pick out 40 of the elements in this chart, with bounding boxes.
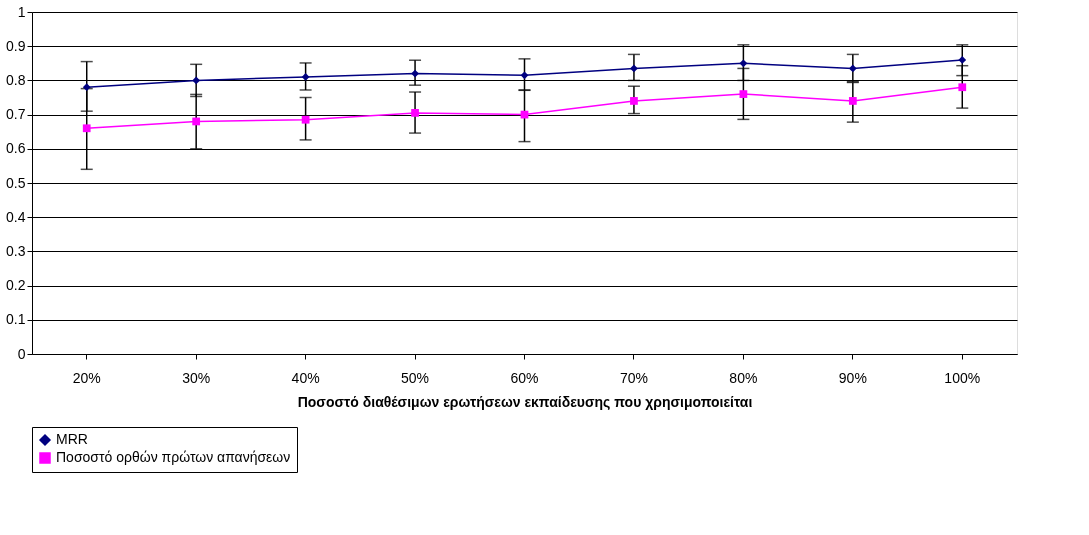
- y-tick-label: 0.6: [6, 140, 26, 157]
- point: [739, 90, 748, 98]
- y-tick-label: 0.2: [6, 277, 26, 294]
- y-tick-label: 0.8: [6, 71, 26, 88]
- y-tick-label: 1: [17, 3, 26, 20]
- x-tick-label: 80%: [729, 369, 758, 386]
- point: [848, 97, 857, 105]
- y-tick-label: 0.9: [6, 37, 26, 54]
- y-tick-label: 0.3: [6, 242, 26, 259]
- y-tick-label: 0.4: [6, 208, 26, 225]
- point: [630, 97, 638, 105]
- point: [848, 64, 857, 73]
- x-tick-label: 70%: [619, 369, 648, 386]
- y-tick-label: 0.5: [6, 174, 26, 191]
- point: [411, 69, 419, 78]
- point: [958, 83, 967, 92]
- point: [411, 109, 419, 117]
- x-tick-label: 50%: [401, 369, 430, 386]
- legend-label: Ποσοστό ορθών πρώτων απανήσεων: [56, 449, 291, 465]
- y-tick-label: 0.7: [6, 106, 26, 123]
- point: [630, 64, 638, 73]
- x-tick-label: 60%: [510, 369, 539, 386]
- x-tick-label: 30%: [182, 369, 211, 386]
- point: [301, 73, 310, 81]
- point: [192, 76, 201, 85]
- x-axis-title: Ποσοστό διαθέσιμων ερωτήσεων εκπαίδευσης που χρησιμοποιείται: [297, 393, 753, 410]
- legend-label: MRR: [56, 431, 88, 447]
- x-tick-label: 100%: [944, 369, 981, 386]
- point: [82, 124, 91, 133]
- x-tick-label: 90%: [838, 369, 867, 386]
- point: [958, 56, 967, 64]
- point: [520, 71, 529, 80]
- point: [192, 117, 201, 126]
- point: [739, 59, 748, 68]
- y-tick-label: 0: [17, 345, 26, 362]
- x-tick-label: 20%: [72, 369, 101, 386]
- x-tick-label: 40%: [291, 369, 320, 386]
- y-tick-label: 0.1: [6, 311, 26, 328]
- point: [82, 83, 91, 92]
- point: [301, 115, 310, 124]
